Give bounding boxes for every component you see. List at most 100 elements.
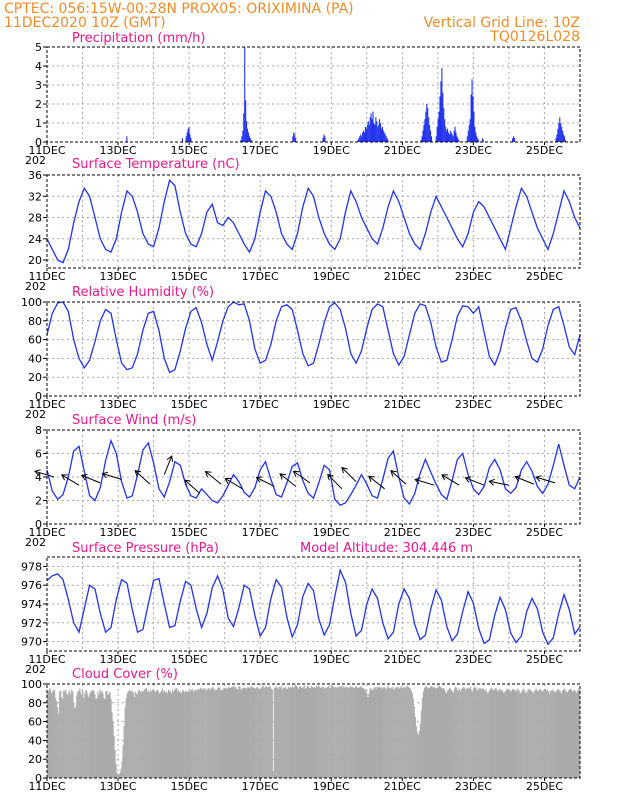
cloud-bar (159, 692, 162, 778)
cloud-bar (251, 686, 253, 778)
y-tick-label: 0 (35, 136, 42, 149)
cloud-bar (569, 688, 572, 778)
y-tick-label: 80 (28, 697, 42, 710)
x-tick-label: 25DEC (526, 780, 563, 793)
cloud-bar (398, 688, 400, 778)
cloud-bar (390, 687, 392, 778)
precip-bar (386, 138, 388, 142)
cloud-bar (58, 714, 60, 778)
cloud-bar (166, 693, 169, 778)
precip-bar (248, 136, 250, 142)
cloud-bar (467, 687, 469, 778)
y-tick-label: 0 (35, 772, 42, 785)
precip-bar (435, 136, 437, 142)
precip-bar (564, 140, 566, 142)
x-tick-label: 19DEC (313, 526, 350, 539)
cloud-bar (457, 690, 459, 778)
cloud-bar (273, 687, 275, 778)
cloud-bar (537, 691, 539, 778)
precip-bar (247, 132, 250, 142)
cloud-bar (83, 698, 85, 778)
cloud-bar (489, 689, 491, 778)
precip-bar (474, 126, 476, 142)
cloud-bar (413, 706, 415, 778)
cloud-bar (349, 686, 351, 778)
cloud-bar (576, 690, 579, 778)
cloud-bar (186, 691, 188, 778)
precip-bar (439, 96, 441, 142)
cloud-bar (440, 687, 443, 778)
cloud-bar (334, 687, 336, 778)
cloud-bar (515, 691, 517, 778)
cloud-bar (362, 687, 364, 778)
cloud-bar (116, 773, 118, 778)
precip-bar (420, 140, 422, 142)
y-tick-label: 20 (28, 254, 42, 267)
cloud-bar (308, 687, 311, 778)
precip-bar (555, 138, 557, 142)
cloud-bar (330, 687, 332, 778)
cloud-bar (236, 688, 238, 778)
cloud-bar (152, 690, 154, 778)
cloud-bar (508, 688, 510, 778)
cloud-bar (397, 686, 399, 778)
cloud-bar (274, 687, 276, 778)
precip-bar (446, 130, 448, 142)
cloud-bar (197, 689, 199, 778)
header: CPTEC: 056:15W-00:28N PROX05: ORIXIMINA … (4, 1, 580, 45)
cloud-bar (344, 687, 346, 778)
precip-bar (512, 138, 514, 142)
cloud-bar (503, 693, 505, 778)
panel-frame (46, 174, 581, 269)
cloud-bar (517, 689, 519, 778)
cloud-bar (223, 687, 225, 778)
cloud-bar (304, 688, 307, 778)
cloud-bar (377, 687, 379, 778)
cloud-bar (242, 687, 244, 778)
cloud-bar (323, 686, 325, 778)
cloud-bar (351, 687, 353, 778)
y-tick-label: 60 (28, 334, 42, 347)
cloud-bar (184, 692, 186, 778)
cloud-bar (250, 685, 252, 778)
cloud-bar (120, 768, 122, 778)
cloud-bar (379, 687, 381, 778)
cloud-bar (405, 686, 407, 778)
precip-bar (241, 136, 243, 142)
cloud-bar (278, 686, 280, 778)
cloud-bar (554, 692, 556, 778)
x-tick-label: 11DEC (28, 653, 65, 666)
cloud-bar (231, 686, 233, 778)
wind-arrow (101, 471, 122, 480)
cloud-bar (86, 691, 88, 778)
cloud-bar (550, 690, 552, 778)
cloud-bar (206, 690, 208, 778)
cloud-bar (201, 688, 203, 778)
x-tick-label: 23DEC (455, 653, 492, 666)
cloud-bar (134, 691, 136, 778)
precip-bar (457, 138, 459, 142)
cloud-bar (373, 687, 375, 778)
cloud-bar (200, 687, 202, 778)
precip-bar (425, 111, 427, 142)
cloud-bar (427, 688, 430, 778)
cloud-bar (426, 687, 429, 778)
cloud-bar (560, 693, 563, 778)
cloud-bar (172, 691, 175, 778)
panel-rh: 0 20 40 60 80 100 11DEC 13DEC 15DEC 17DEC 19DEC 21D… (21, 285, 581, 421)
wind-arrow (60, 474, 80, 486)
cloud-bar (146, 691, 148, 778)
cloud-bar (63, 690, 65, 778)
x-tick-label: 21DEC (384, 780, 421, 793)
cloud-bar (473, 687, 475, 778)
cloud-bar (511, 689, 513, 778)
precip-bar (359, 136, 361, 142)
cloud-bar (255, 687, 257, 778)
cloud-bar (232, 686, 234, 778)
panel-title: Cloud Cover (%) (72, 667, 178, 682)
panel-subtitle: Model Altitude: 304.446 m (300, 541, 473, 556)
cloud-bar (141, 690, 143, 778)
precip-bar (477, 138, 479, 142)
x-tick-label: 13DEC (100, 780, 137, 793)
x-tick-label: 17DEC (242, 653, 279, 666)
